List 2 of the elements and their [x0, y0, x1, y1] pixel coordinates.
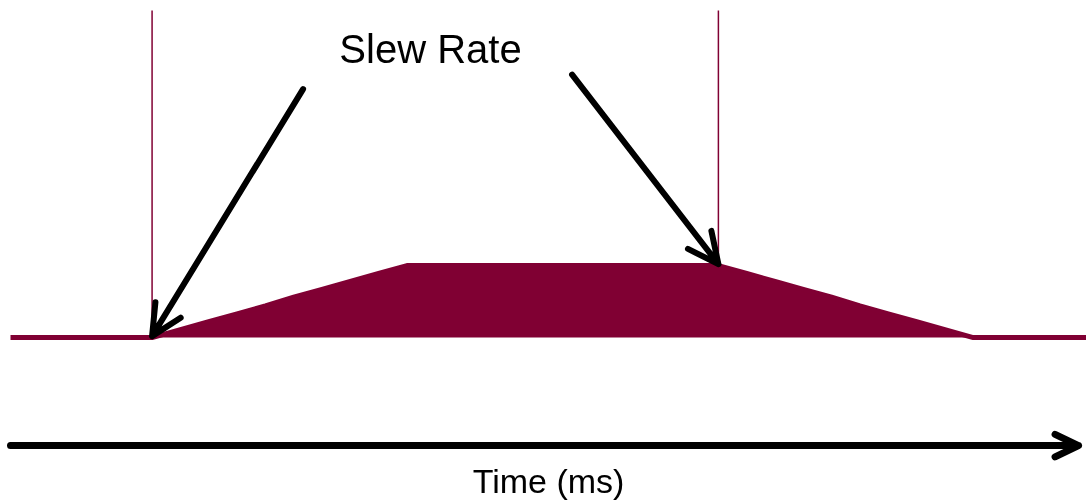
x-axis-title: Time (ms) — [472, 461, 625, 500]
text: Slew Rate — [339, 27, 522, 72]
